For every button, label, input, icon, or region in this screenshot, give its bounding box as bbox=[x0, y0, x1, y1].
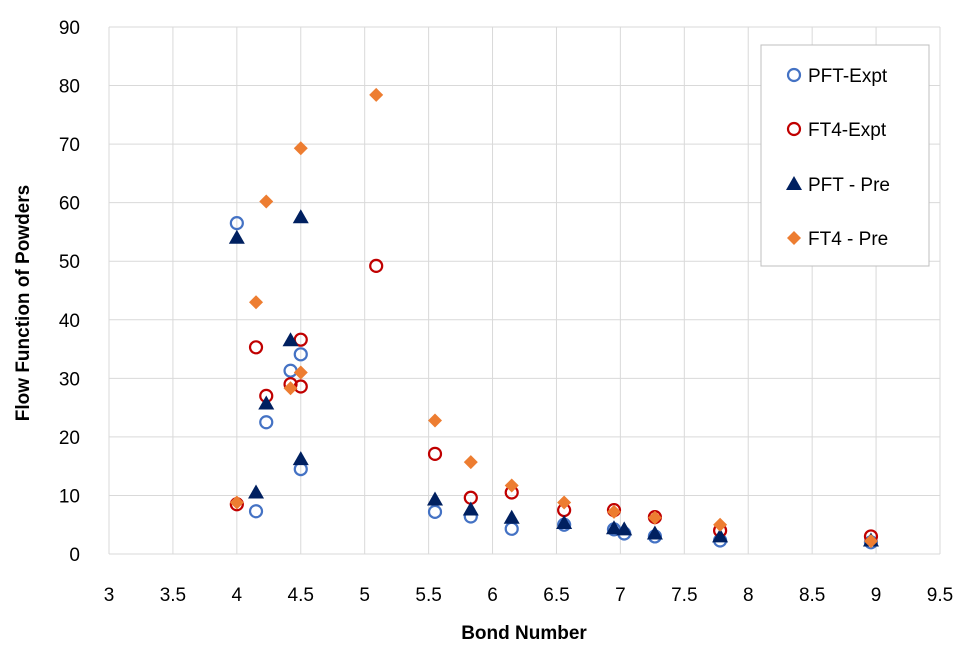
point-ft4-pre bbox=[557, 495, 572, 510]
point-pft-pre bbox=[462, 501, 479, 516]
x-tick-label: 9.5 bbox=[927, 585, 953, 606]
x-tick-label: 9 bbox=[871, 585, 882, 606]
point-ft4-pre bbox=[504, 478, 519, 493]
x-tick-label: 8.5 bbox=[799, 585, 825, 606]
point-pft-expt bbox=[229, 216, 244, 231]
point-pft-pre bbox=[292, 451, 309, 466]
point-ft4-pre bbox=[259, 194, 274, 209]
y-tick-label: 60 bbox=[59, 194, 80, 215]
point-ft4-pre bbox=[249, 295, 264, 310]
point-ft4-pre bbox=[463, 455, 478, 470]
point-pft-pre bbox=[282, 332, 299, 347]
y-axis-title: Flow Function of Powders bbox=[13, 185, 34, 421]
point-ft4-expt bbox=[248, 340, 264, 355]
point-pft-pre bbox=[292, 209, 309, 224]
legend-box bbox=[760, 44, 930, 267]
point-pft-pre bbox=[427, 491, 444, 506]
x-tick-label: 4 bbox=[232, 585, 243, 606]
y-tick-label: 80 bbox=[59, 77, 80, 98]
x-tick-label: 3.5 bbox=[160, 585, 186, 606]
y-tick-label: 50 bbox=[59, 252, 80, 273]
point-ft4-pre bbox=[229, 495, 244, 510]
point-pft-pre bbox=[712, 528, 729, 543]
y-tick-label: 40 bbox=[59, 311, 80, 332]
legend-marker-pft-pre bbox=[786, 176, 802, 190]
legend: PFT-Expt FT4-Expt PFT - Pre FT4 - Pre bbox=[760, 44, 930, 267]
legend-label-ft4-expt: FT4-Expt bbox=[808, 120, 887, 141]
x-tick-label: 6.5 bbox=[543, 585, 569, 606]
point-pft-pre bbox=[258, 395, 275, 410]
x-tick-label: 7.5 bbox=[671, 585, 697, 606]
point-pft-pre bbox=[556, 514, 573, 529]
x-tick-label: 3 bbox=[104, 585, 115, 606]
point-pft-pre bbox=[248, 484, 265, 499]
point-pft-pre bbox=[646, 525, 663, 540]
x-tick-label: 7 bbox=[615, 585, 626, 606]
point-pft-expt bbox=[259, 415, 274, 430]
x-tick-label: 4.5 bbox=[288, 585, 314, 606]
y-tick-label: 90 bbox=[59, 18, 80, 39]
point-ft4-pre bbox=[283, 381, 298, 396]
y-tick-label: 30 bbox=[59, 369, 80, 390]
point-ft4-pre bbox=[293, 141, 308, 156]
legend-label-ft4-pre: FT4 - Pre bbox=[808, 229, 888, 250]
point-ft4-expt bbox=[369, 258, 384, 274]
legend-marker-pft-expt bbox=[786, 67, 802, 83]
y-tick-label: 10 bbox=[59, 486, 80, 507]
point-ft4-pre bbox=[428, 413, 443, 428]
point-ft4-pre bbox=[713, 517, 728, 532]
data-points bbox=[228, 87, 879, 550]
point-ft4-pre bbox=[606, 504, 621, 519]
legend-label-pft-expt: PFT-Expt bbox=[808, 66, 888, 87]
x-tick-label: 5.5 bbox=[415, 585, 441, 606]
x-axis-tick-labels: 3 3.5 4 4.5 5 5.5 6 6.5 7 7.5 8 8.5 9 9.5 bbox=[104, 585, 954, 606]
legend-markers bbox=[786, 67, 802, 245]
point-ft4-pre bbox=[369, 87, 384, 102]
point-pft-expt bbox=[293, 347, 308, 362]
x-tick-label: 5 bbox=[359, 585, 370, 606]
y-axis-tick-labels: 0 10 20 30 40 50 60 70 80 90 bbox=[59, 18, 80, 566]
x-axis-title: Bond Number bbox=[461, 623, 587, 644]
series-ft4-pre bbox=[229, 87, 878, 549]
point-pft-pre bbox=[605, 520, 622, 535]
legend-marker-ft4-pre bbox=[787, 231, 801, 245]
legend-marker-ft4-expt bbox=[786, 121, 802, 137]
point-ft4-pre bbox=[647, 510, 662, 525]
y-tick-label: 20 bbox=[59, 428, 80, 449]
point-pft-pre bbox=[228, 229, 245, 244]
point-ft4-pre bbox=[863, 534, 878, 549]
y-tick-label: 0 bbox=[69, 545, 80, 566]
point-ft4-pre bbox=[293, 365, 308, 380]
legend-label-pft-pre: PFT - Pre bbox=[808, 175, 890, 196]
x-tick-label: 6 bbox=[487, 585, 498, 606]
point-pft-expt bbox=[248, 504, 264, 519]
x-tick-label: 8 bbox=[743, 585, 754, 606]
point-pft-pre bbox=[616, 521, 633, 536]
point-pft-expt bbox=[427, 504, 443, 519]
point-pft-pre bbox=[503, 509, 520, 524]
point-ft4-expt bbox=[427, 446, 443, 461]
y-tick-label: 70 bbox=[59, 135, 80, 156]
